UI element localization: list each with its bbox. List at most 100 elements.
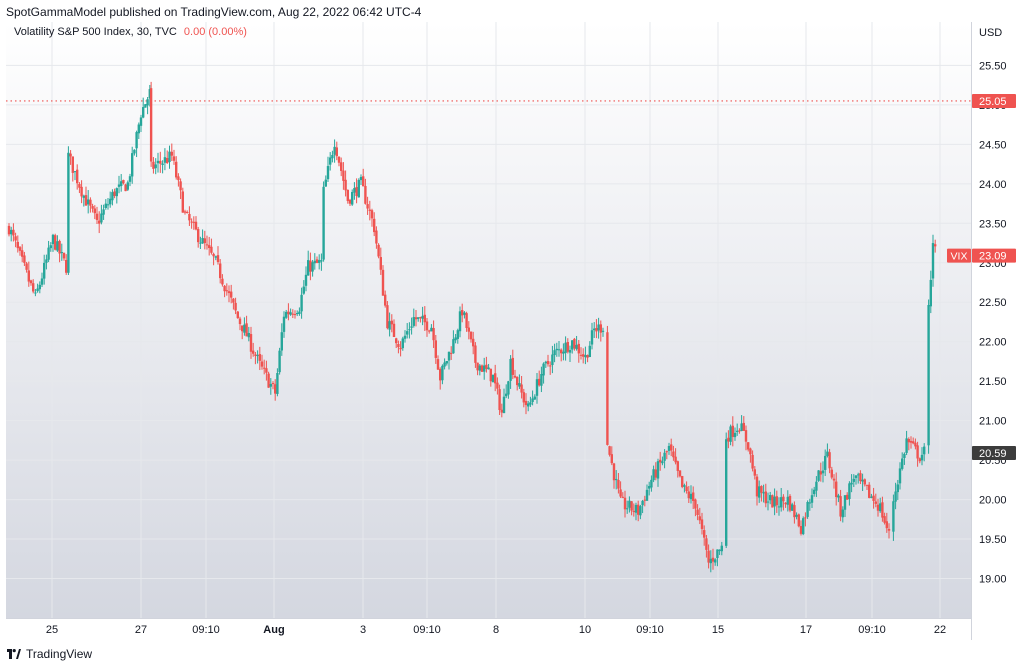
candle-body xyxy=(747,442,750,450)
legend-symbol: Volatility S&P 500 Index, 30, TVC xyxy=(14,26,177,38)
candle-body xyxy=(736,430,739,432)
candle xyxy=(841,506,844,523)
candle-body xyxy=(439,369,442,381)
candle-body xyxy=(780,497,783,508)
candle-body xyxy=(25,263,28,270)
candle xyxy=(364,178,367,205)
candle-body xyxy=(463,312,466,315)
candle-body xyxy=(489,368,492,382)
candle xyxy=(133,149,136,156)
candle xyxy=(337,156,341,167)
candle-body xyxy=(819,471,822,475)
candle-body xyxy=(879,503,882,512)
candle-body xyxy=(830,469,833,478)
candle-body xyxy=(643,499,646,501)
candle xyxy=(124,183,127,192)
candle xyxy=(582,348,585,364)
candle-body xyxy=(311,262,314,272)
candle-body xyxy=(595,327,598,332)
candle-body xyxy=(573,338,576,349)
candle-body xyxy=(163,157,167,163)
candle xyxy=(368,200,371,221)
candle-body xyxy=(364,185,367,204)
candle xyxy=(652,465,655,483)
candle xyxy=(128,173,132,187)
candle-body xyxy=(683,485,686,487)
candle-body xyxy=(181,191,184,213)
candle-body xyxy=(399,347,402,350)
candle xyxy=(69,150,72,165)
candle xyxy=(593,322,596,338)
candle-body xyxy=(91,206,94,209)
candle xyxy=(568,345,572,362)
candle-body xyxy=(49,245,52,249)
candle xyxy=(535,372,539,404)
candle xyxy=(445,360,448,366)
candle xyxy=(903,452,906,465)
candle xyxy=(914,438,917,450)
candle-body xyxy=(916,445,919,459)
candle-body xyxy=(421,315,424,319)
candle xyxy=(817,470,820,482)
candle xyxy=(54,233,57,251)
candle-body xyxy=(351,191,354,205)
candle xyxy=(920,447,924,466)
candle xyxy=(524,393,528,415)
time-axis[interactable]: 25 27 09:10 Aug 3 09:10 8 10 09:10 15 17 09:10 22 xyxy=(6,618,971,637)
candle-body xyxy=(615,478,618,481)
candle-body xyxy=(313,260,316,264)
candle-body xyxy=(661,461,664,464)
candle-body xyxy=(663,452,666,461)
candle xyxy=(238,316,242,331)
candle xyxy=(544,360,547,368)
candle xyxy=(874,493,877,508)
y-tick-label: 22.00 xyxy=(979,337,1007,349)
candle xyxy=(685,481,688,494)
badge-box xyxy=(972,248,1016,263)
candle-body xyxy=(749,448,752,455)
candle xyxy=(375,226,378,249)
candle-body xyxy=(392,323,396,338)
candle xyxy=(661,456,664,466)
candle xyxy=(659,451,662,471)
candle-body xyxy=(177,176,180,181)
candle-body xyxy=(395,338,398,344)
candle xyxy=(617,472,620,494)
candle xyxy=(828,448,831,474)
candle-body xyxy=(485,364,488,369)
candle xyxy=(355,178,358,204)
candle-body xyxy=(403,335,407,339)
candle xyxy=(542,362,545,384)
candle-body xyxy=(542,363,545,376)
candle xyxy=(894,482,897,510)
price-axis[interactable]: USD19.0019.5020.0020.5021.0021.5022.0022… xyxy=(971,22,1007,640)
candle-body xyxy=(406,331,409,335)
candle-body xyxy=(359,176,363,181)
candle-body xyxy=(47,247,50,260)
candle-body xyxy=(696,509,699,516)
candle-body xyxy=(709,558,712,564)
candle-body xyxy=(139,117,143,126)
candle xyxy=(498,384,501,416)
y-tick-label: 21.00 xyxy=(979,416,1007,428)
candle xyxy=(830,466,833,480)
candle xyxy=(474,342,477,368)
candle-body xyxy=(241,325,244,332)
candle xyxy=(577,339,580,363)
candle-body xyxy=(799,526,803,534)
candle-body xyxy=(777,506,781,508)
candle-body xyxy=(16,241,19,249)
candle-body xyxy=(885,521,888,529)
candle-body xyxy=(599,324,602,333)
candle xyxy=(854,474,858,485)
footer[interactable]: TradingView xyxy=(7,647,92,661)
candle-body xyxy=(225,290,228,292)
candlestick-chart[interactable]: USD19.0019.5020.0020.5021.0021.5022.0022… xyxy=(6,22,1018,640)
candle-body xyxy=(254,354,257,356)
candle xyxy=(584,346,587,365)
candle xyxy=(901,452,904,471)
candle xyxy=(423,306,426,331)
candle-body xyxy=(918,458,921,462)
chart-area[interactable]: USD 19.00 19.50 20.00 20.50 21.00 21.50 22.00 22… xyxy=(6,22,1018,640)
candle xyxy=(775,490,778,513)
